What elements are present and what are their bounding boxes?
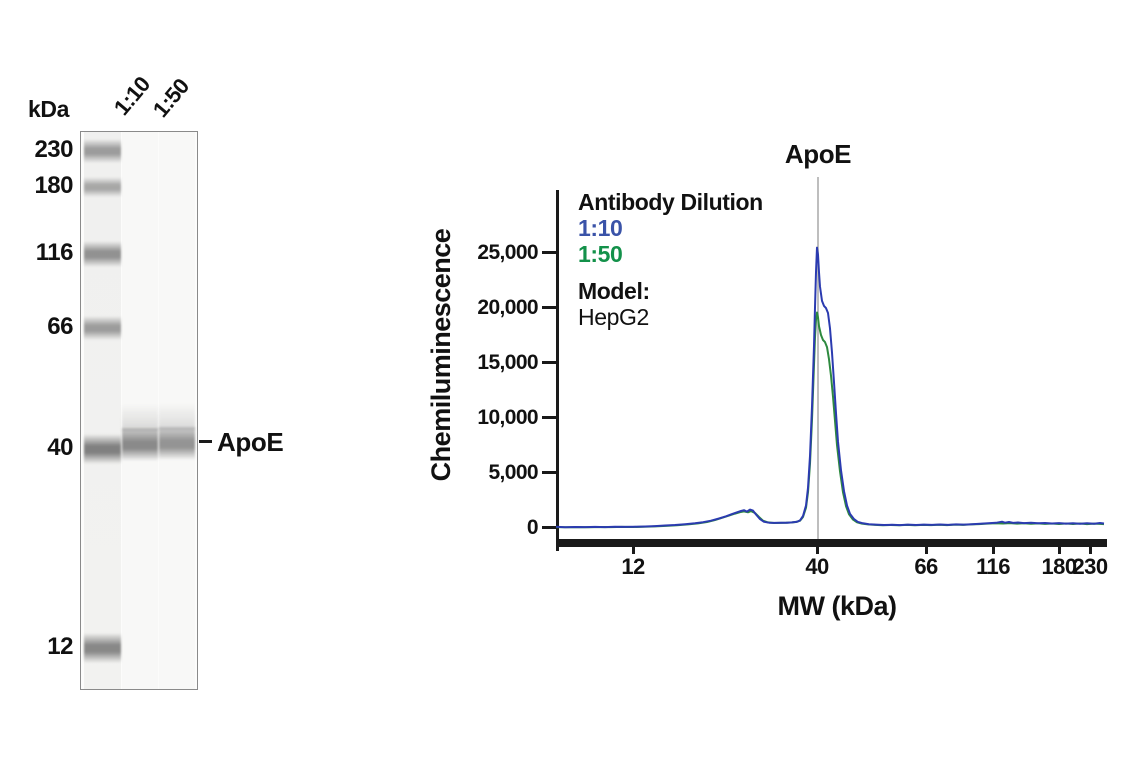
x-tick-12 [631, 547, 635, 554]
kda-unit-label: kDa [28, 96, 69, 122]
sample-band-smear-1-50 [159, 403, 195, 430]
y-tick-label-0: 0 [526, 515, 539, 539]
y-tick-label-20,000: 20,000 [477, 295, 538, 319]
ladder-band-230 [84, 139, 121, 163]
series-line-1-50 [555, 311, 1105, 529]
legend-model-label: Model: [578, 278, 650, 304]
legend-title: Antibody Dilution [578, 189, 763, 215]
legend-entry-1-10: 1:10 [578, 215, 623, 241]
x-tick-label-12: 12 [621, 554, 645, 579]
chart-legend: Antibody Dilution 1:10 1:50 Model: HepG2 [578, 189, 763, 330]
ladder-label-66: 66 [47, 313, 73, 340]
legend-model-value: HepG2 [578, 304, 649, 330]
ladder-band-40 [84, 434, 121, 464]
apoe-band-label: ApoE [217, 427, 284, 457]
ladder-label-12: 12 [47, 633, 73, 660]
gel-lane-ladder [84, 132, 121, 689]
gel-image [80, 131, 198, 690]
ladder-band-180 [84, 177, 121, 197]
y-tick-5,000 [542, 471, 557, 474]
sample-band-1-50 [159, 427, 195, 460]
y-tick-20,000 [542, 306, 557, 309]
legend-entry-1-50: 1:50 [578, 241, 623, 267]
gel-lane-1-50 [159, 132, 195, 689]
ladder-band-66 [84, 316, 121, 340]
chart-title: ApoE [784, 139, 852, 169]
ladder-label-230: 230 [34, 136, 73, 163]
ladder-band-12 [84, 633, 121, 663]
ladder-label-40: 40 [47, 434, 73, 461]
y-tick-15,000 [542, 361, 557, 364]
sample-band-1-10 [122, 428, 158, 461]
y-tick-label-10,000: 10,000 [477, 405, 538, 429]
x-tick-label-66: 66 [914, 554, 938, 579]
ladder-label-180: 180 [34, 172, 73, 199]
x-tick-40 [815, 547, 819, 554]
y-tick-25,000 [542, 251, 557, 254]
x-tick-label-180: 180 [1041, 554, 1078, 579]
y-tick-0 [542, 526, 557, 529]
y-axis-line [556, 190, 559, 551]
y-tick-10,000 [542, 416, 557, 419]
x-tick-116 [991, 547, 995, 554]
ladder-label-116: 116 [35, 239, 74, 266]
ladder-band-116 [84, 241, 121, 267]
y-tick-label-25,000: 25,000 [477, 240, 538, 264]
x-tick-180 [1057, 547, 1061, 554]
x-axis-line [556, 539, 1107, 547]
y-tick-label-5,000: 5,000 [488, 460, 538, 484]
gel-lane-1-10 [122, 132, 158, 689]
x-tick-230 [1088, 547, 1092, 554]
x-tick-label-230: 230 [1072, 554, 1109, 579]
lane-label-1-10: 1:10 [108, 71, 156, 120]
y-tick-label-15,000: 15,000 [477, 350, 538, 374]
x-tick-label-116: 116 [976, 554, 1010, 579]
apoe-band-tick [199, 440, 212, 443]
x-tick-label-40: 40 [805, 554, 829, 579]
sample-band-smear-1-10 [122, 404, 158, 431]
lane-label-1-50: 1:50 [147, 73, 195, 122]
x-tick-66 [924, 547, 928, 554]
x-axis-title: MW (kDa) [777, 591, 898, 621]
